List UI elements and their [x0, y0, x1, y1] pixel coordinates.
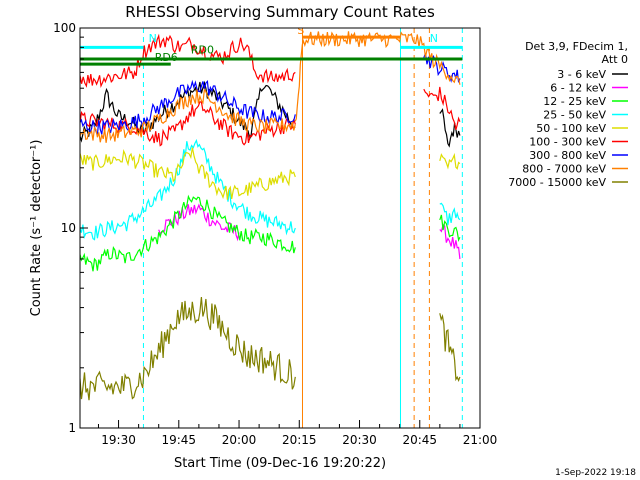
- chart-title: RHESSI Observing Summary Count Rates: [125, 3, 435, 21]
- x-tick-label-5: 20:45: [402, 433, 437, 447]
- legend-header-line: Att 0: [602, 53, 628, 66]
- annotation-label-0: N: [149, 32, 157, 45]
- x-axis-label: Start Time (09-Dec-16 19:20:22): [174, 456, 386, 471]
- series-line-3-0: [80, 138, 296, 241]
- x-tick-label-1: 19:45: [161, 433, 196, 447]
- legend-entry-label: 25 - 50 keV: [543, 109, 606, 122]
- y-tick-label-1: 10: [61, 221, 76, 235]
- series-line-2-0: [80, 194, 296, 272]
- x-tick-label-4: 20:30: [342, 433, 377, 447]
- series-line-2-1: [439, 214, 461, 243]
- y-axis-label: Count Rate (s⁻¹ detector⁻¹): [29, 140, 44, 317]
- series-line-5-2: [423, 86, 461, 130]
- series-line-7-0: [80, 87, 296, 143]
- plot-area: N S N RD0 RD6: [80, 24, 463, 428]
- annotation-label-2: N: [430, 32, 438, 45]
- legend-entry-label: 800 - 7000 keV: [522, 163, 606, 176]
- footer-timestamp: 1-Sep-2022 19:18: [555, 468, 636, 478]
- annotation-label-1: S: [297, 24, 304, 37]
- y-tick-label-2: 100: [53, 21, 76, 35]
- x-tick-label-2: 20:00: [222, 433, 257, 447]
- legend-entry-label: 50 - 100 keV: [536, 122, 606, 135]
- y-tick-label-0: 1: [68, 421, 76, 435]
- annotation-label-4: RD6: [155, 51, 178, 64]
- legend-header-line: Det 3,9, FDecim 1,: [525, 40, 628, 53]
- series-line-4-0: [80, 147, 296, 200]
- x-tick-label-3: 20:15: [282, 433, 317, 447]
- legend-entry-label: 100 - 300 keV: [529, 136, 606, 149]
- series-line-5-0: [80, 33, 296, 89]
- x-tick-label-0: 19:30: [101, 433, 136, 447]
- series-line-3-1: [439, 202, 461, 226]
- series-line-8-0: [80, 296, 296, 401]
- series-line-0-1: [439, 108, 461, 148]
- x-tick-label-6: 21:00: [463, 433, 498, 447]
- x-axis: 19:30 19:45 20:00 20:15 20:30 20:45 21:00: [97, 420, 498, 447]
- series-line-4-1: [439, 152, 461, 170]
- legend-entry-label: 12 - 25 keV: [543, 95, 606, 108]
- series-line-8-1: [439, 313, 461, 383]
- annotation-label-3: RD0: [191, 44, 214, 57]
- y-axis: 1 10 100: [53, 21, 88, 435]
- series-line-1-1: [439, 223, 461, 260]
- series-line-6-0: [80, 79, 296, 136]
- legend-entry-label: 6 - 12 keV: [550, 82, 606, 95]
- legend-entry-label: 3 - 6 keV: [557, 68, 606, 81]
- legend-entry-label: 300 - 800 keV: [529, 149, 606, 162]
- legend-entry-label: 7000 - 15000 keV: [508, 176, 606, 189]
